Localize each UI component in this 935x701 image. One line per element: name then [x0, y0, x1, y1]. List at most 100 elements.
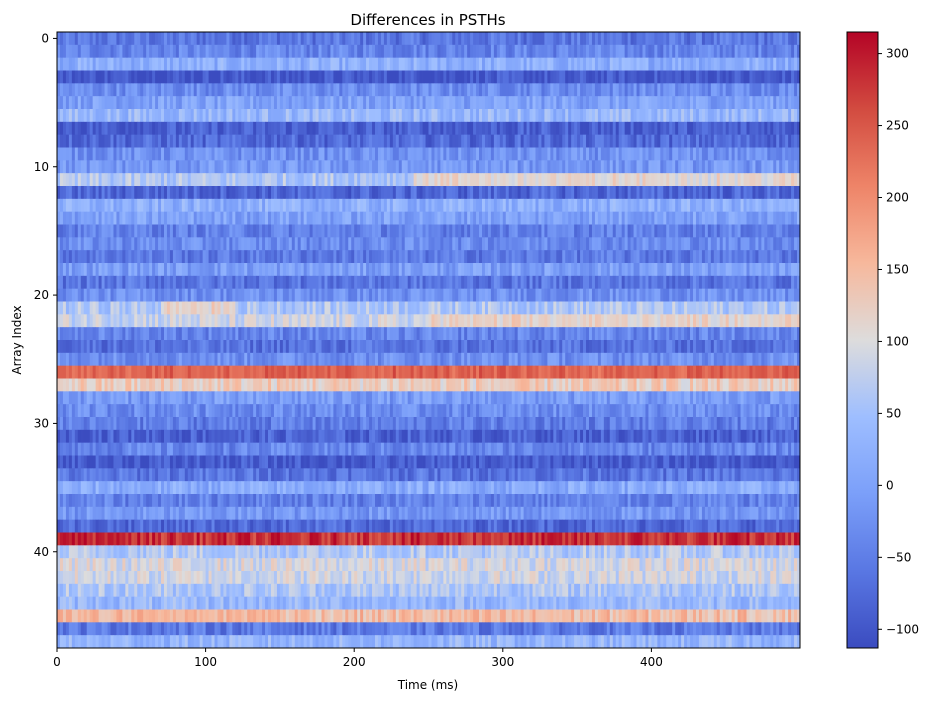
heatmap-cell — [526, 96, 530, 110]
heatmap-cell — [690, 263, 694, 277]
heatmap-cell — [220, 160, 224, 174]
heatmap-cell — [270, 121, 275, 136]
heatmap-cell — [392, 121, 397, 136]
heatmap-cell — [449, 198, 453, 213]
heatmap-cell — [660, 96, 664, 110]
heatmap-cell — [710, 275, 715, 290]
heatmap-cell — [597, 57, 602, 71]
heatmap-cell — [276, 211, 281, 225]
heatmap-cell — [455, 224, 459, 238]
heatmap-cell — [241, 109, 245, 123]
heatmap-cell — [169, 250, 174, 264]
heatmap-cell — [571, 173, 575, 187]
heatmap-cell — [57, 237, 61, 251]
heatmap-cell — [779, 224, 783, 238]
heatmap-cell — [562, 57, 566, 71]
heatmap-cell — [428, 224, 432, 238]
heatmap-cell — [660, 32, 664, 46]
heatmap-cell — [698, 173, 703, 187]
heatmap-cell — [413, 96, 418, 110]
heatmap-cell — [122, 121, 126, 136]
heatmap-cell — [294, 186, 299, 200]
heatmap-cell — [166, 211, 171, 225]
heatmap-cell — [636, 121, 640, 136]
heatmap-cell — [725, 83, 730, 97]
heatmap-cell — [163, 96, 168, 110]
heatmap-cell — [327, 44, 331, 59]
heatmap-cell — [710, 237, 715, 251]
heatmap-cell — [660, 147, 664, 161]
heatmap-cell — [238, 44, 242, 59]
heatmap-cell — [372, 83, 376, 97]
heatmap-cell — [612, 275, 617, 290]
heatmap-cell — [146, 198, 150, 213]
heatmap-cell — [285, 160, 290, 174]
heatmap-cell — [149, 44, 153, 59]
heatmap-cell — [517, 96, 522, 110]
heatmap-cell — [502, 32, 507, 46]
heatmap-cell — [657, 263, 661, 277]
heatmap-cell — [294, 57, 299, 71]
heatmap-cell — [116, 237, 120, 251]
heatmap-cell — [146, 263, 150, 277]
heatmap-cell — [571, 237, 575, 251]
heatmap-cell — [71, 186, 76, 200]
heatmap-cell — [270, 263, 275, 277]
heatmap-cell — [767, 198, 771, 213]
heatmap-cell — [609, 70, 614, 84]
heatmap-cell — [268, 96, 272, 110]
heatmap-cell — [591, 147, 596, 161]
heatmap-cell — [265, 263, 269, 277]
heatmap-cell — [57, 44, 61, 59]
heatmap-cell — [675, 224, 679, 238]
heatmap-cell — [707, 211, 712, 225]
heatmap-cell — [761, 263, 765, 277]
heatmap-cell — [482, 173, 486, 187]
heatmap-cell — [794, 134, 798, 148]
heatmap-cell — [496, 211, 501, 225]
heatmap-cell — [740, 96, 744, 110]
heatmap-cell — [57, 96, 61, 110]
heatmap-cell — [205, 237, 209, 251]
heatmap-cell — [490, 173, 495, 187]
heatmap-cell — [208, 57, 212, 71]
heatmap-cell — [407, 32, 412, 46]
heatmap-cell — [187, 160, 192, 174]
heatmap-cell — [627, 198, 631, 213]
heatmap-cell — [794, 237, 798, 251]
heatmap-cell — [794, 83, 798, 97]
heatmap-cell — [333, 275, 337, 290]
heatmap-cell — [146, 237, 150, 251]
heatmap-cell — [693, 121, 697, 136]
heatmap-cell — [181, 186, 186, 200]
heatmap-cell — [158, 186, 162, 200]
heatmap-cell — [386, 32, 391, 46]
heatmap-cell — [484, 147, 489, 161]
heatmap-cell — [672, 275, 676, 290]
heatmap-cell — [553, 237, 557, 251]
heatmap-cell — [523, 186, 527, 200]
heatmap-cell — [256, 147, 260, 161]
heatmap-cell — [113, 147, 117, 161]
heatmap-cell — [339, 198, 343, 213]
heatmap-cell — [695, 173, 700, 187]
heatmap-cell — [375, 57, 379, 71]
heatmap-cell — [482, 263, 486, 277]
heatmap-cell — [544, 173, 548, 187]
heatmap-cell — [279, 198, 284, 213]
heatmap-cell — [737, 211, 741, 225]
heatmap-cell — [782, 109, 786, 123]
heatmap-cell — [128, 198, 132, 213]
heatmap-cell — [743, 44, 747, 59]
heatmap-cell — [211, 32, 215, 46]
heatmap-cell — [98, 96, 102, 110]
heatmap-cell — [473, 121, 477, 136]
heatmap-cell — [529, 263, 533, 277]
heatmap-cell — [517, 83, 522, 97]
heatmap-cell — [172, 160, 177, 174]
heatmap-cell — [282, 44, 287, 59]
heatmap-cell — [395, 237, 400, 251]
heatmap-cell — [291, 57, 296, 71]
heatmap-cell — [609, 237, 614, 251]
heatmap-cell — [285, 96, 290, 110]
